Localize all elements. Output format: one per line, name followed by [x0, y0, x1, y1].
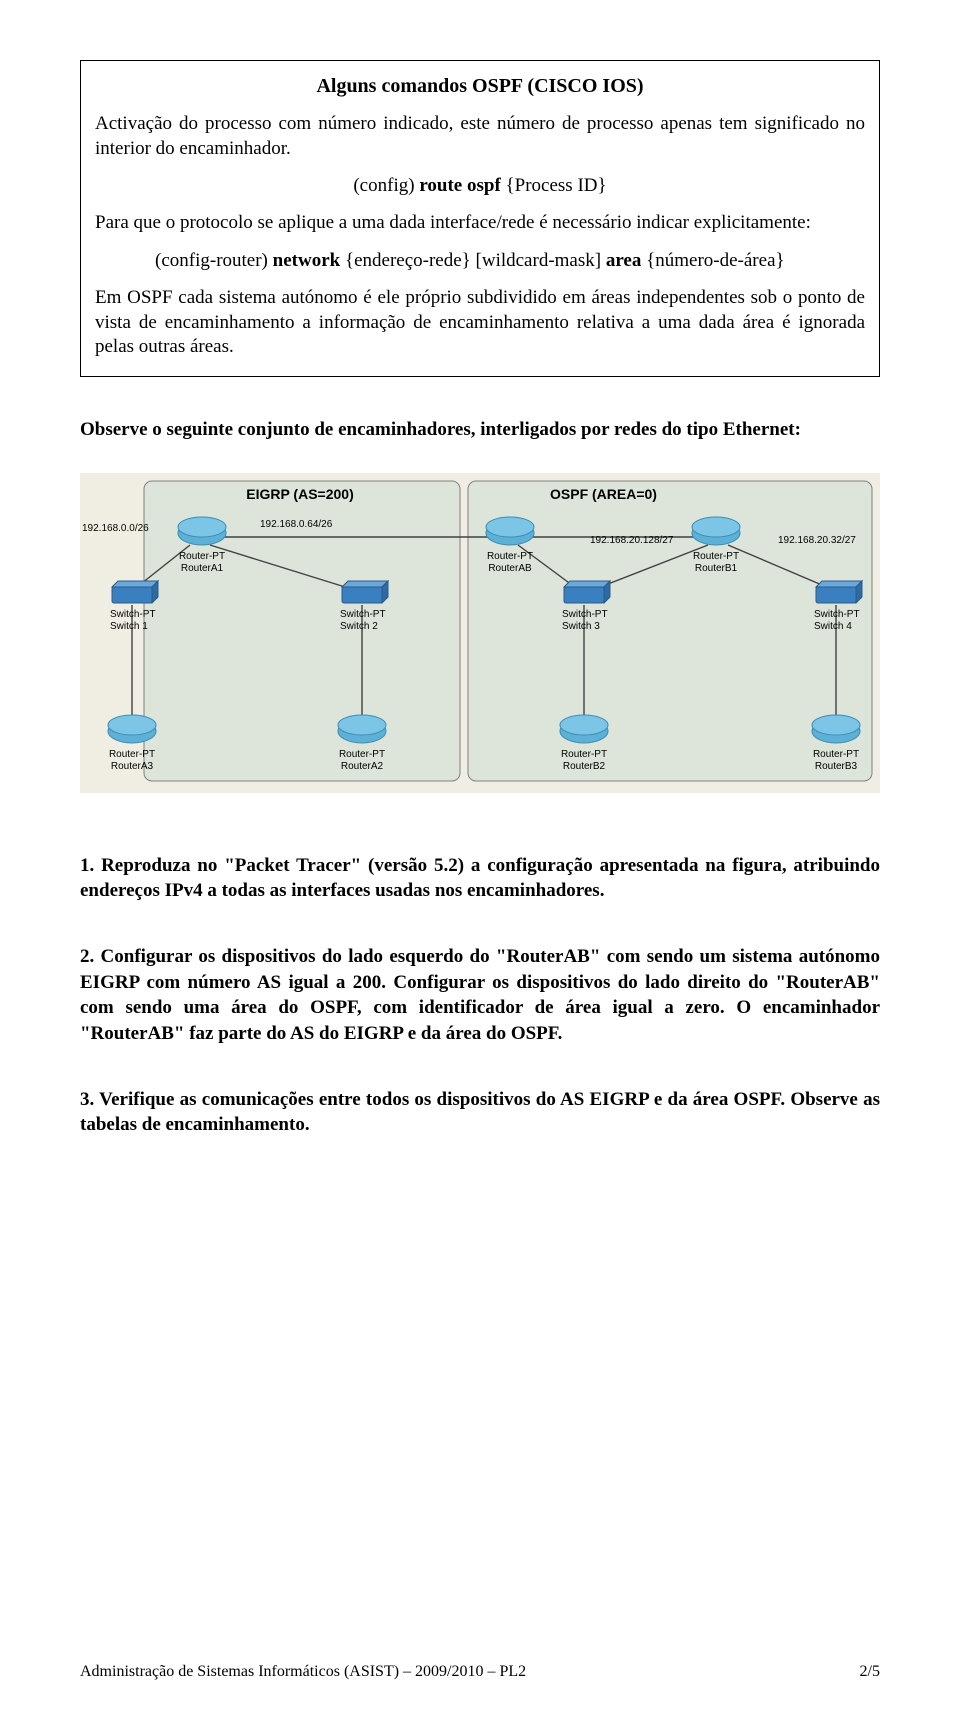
net3: 192.168.20.128/27: [590, 535, 674, 546]
box-cmd2: (config-router) network {endereço-rede} …: [95, 250, 865, 272]
question-2: 2. Configurar os dispositivos do lado es…: [80, 944, 880, 1047]
cmd2-rest: {número-de-área}: [641, 250, 784, 271]
box-p3: Em OSPF cada sistema autónomo é ele próp…: [95, 286, 865, 360]
net1: 192.168.0.0/26: [82, 523, 149, 534]
svg-text:Switch 2: Switch 2: [340, 621, 378, 632]
footer-left: Administração de Sistemas Informáticos (…: [80, 1663, 526, 1681]
observe-text: Observe o seguinte conjunto de encaminha…: [80, 417, 880, 443]
svg-text:RouterA1: RouterA1: [181, 563, 224, 574]
question-3: 3. Verifique as comunicações entre todos…: [80, 1087, 880, 1138]
cmd2-mid: {endereço-rede} [wildcard-mask]: [340, 250, 606, 271]
cmd2-bold2: area: [606, 250, 642, 271]
network-diagram: EIGRP (AS=200) OSPF (AREA=0): [80, 473, 880, 793]
svg-text:Switch-PT: Switch-PT: [340, 609, 386, 620]
box-title: Alguns comandos OSPF (CISCO IOS): [95, 75, 865, 98]
label-ospf: OSPF (AREA=0): [550, 486, 657, 502]
svg-text:RouterB2: RouterB2: [563, 761, 606, 772]
svg-text:RouterA2: RouterA2: [341, 761, 384, 772]
svg-text:Router-PT: Router-PT: [487, 551, 533, 562]
footer-right: 2/5: [860, 1663, 880, 1681]
label-eigrp: EIGRP (AS=200): [246, 486, 354, 502]
cmd2-prefix: (config-router): [155, 250, 273, 271]
question-1: 1. Reproduza no "Packet Tracer" (versão …: [80, 853, 880, 904]
svg-text:RouterB1: RouterB1: [695, 563, 738, 574]
box-cmd1: (config) route ospf {Process ID}: [95, 175, 865, 197]
net2: 192.168.0.64/26: [260, 519, 333, 530]
svg-text:RouterAB: RouterAB: [488, 563, 532, 574]
command-box: Alguns comandos OSPF (CISCO IOS) Activaç…: [80, 60, 880, 377]
net4: 192.168.20.32/27: [778, 535, 856, 546]
box-p1: Activação do processo com número indicad…: [95, 112, 865, 161]
cmd1-prefix: (config): [353, 175, 419, 196]
svg-text:Switch-PT: Switch-PT: [814, 609, 860, 620]
box-p2: Para que o protocolo se aplique a uma da…: [95, 211, 865, 236]
svg-text:Router-PT: Router-PT: [693, 551, 739, 562]
svg-text:Router-PT: Router-PT: [813, 749, 859, 760]
svg-text:Switch-PT: Switch-PT: [562, 609, 608, 620]
cmd1-bold: route ospf: [419, 175, 500, 196]
cmd2-bold1: network: [273, 250, 341, 271]
svg-text:Router-PT: Router-PT: [179, 551, 225, 562]
svg-text:RouterA3: RouterA3: [111, 761, 154, 772]
svg-text:Router-PT: Router-PT: [109, 749, 155, 760]
svg-text:Switch 3: Switch 3: [562, 621, 600, 632]
cmd1-rest: {Process ID}: [501, 175, 607, 196]
svg-text:Switch 1: Switch 1: [110, 621, 148, 632]
svg-text:Switch-PT: Switch-PT: [110, 609, 156, 620]
svg-text:Switch 4: Switch 4: [814, 621, 852, 632]
svg-text:Router-PT: Router-PT: [561, 749, 607, 760]
page-footer: Administração de Sistemas Informáticos (…: [80, 1663, 880, 1681]
svg-text:RouterB3: RouterB3: [815, 761, 858, 772]
svg-text:Router-PT: Router-PT: [339, 749, 385, 760]
